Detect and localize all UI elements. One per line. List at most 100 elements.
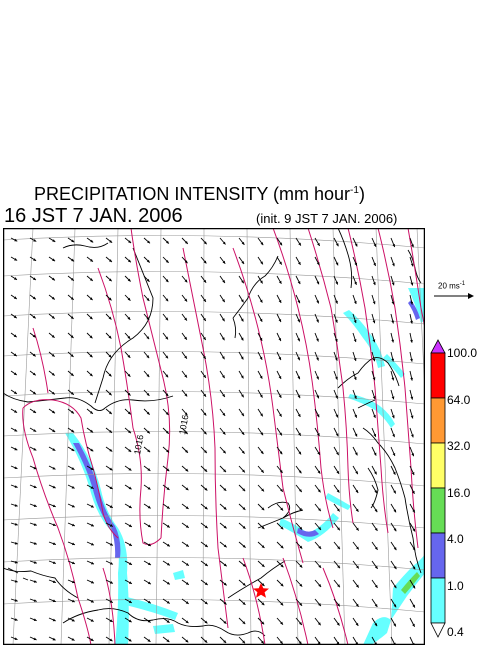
wind-arrow-head xyxy=(33,410,37,413)
wind-arrow-head xyxy=(318,603,321,607)
wind-arrow-head xyxy=(318,508,321,512)
wind-arrow-head xyxy=(354,452,358,456)
wind-arrow-head xyxy=(372,320,376,324)
wind-arrow-head xyxy=(222,299,225,303)
legend-color-box xyxy=(430,397,446,444)
wind-arrow-head xyxy=(316,376,319,380)
wind-arrow-head xyxy=(372,301,376,305)
wind-arrow-head xyxy=(108,278,112,282)
wind-arrow-head xyxy=(279,470,283,473)
wind-arrow-head xyxy=(70,354,74,357)
wind-arrow-head xyxy=(221,356,225,360)
wind-arrow-head xyxy=(316,433,320,437)
wind-arrow-head xyxy=(280,602,284,606)
wind-arrow-head xyxy=(51,391,55,395)
wind-arrow-head xyxy=(316,319,319,323)
wind-arrow-head xyxy=(184,431,188,435)
wind-arrow-head xyxy=(279,640,283,644)
wind-arrow-head xyxy=(128,467,132,471)
wind-arrow-head xyxy=(89,316,93,320)
wind-arrow-head xyxy=(373,452,377,456)
wind-arrow-head xyxy=(52,542,56,545)
wind-arrow-head xyxy=(185,449,188,453)
wind-arrow-head xyxy=(355,508,359,512)
wind-arrow-head xyxy=(13,277,17,280)
wind-arrow-head xyxy=(71,429,75,433)
wind-arrow-head xyxy=(356,546,359,550)
wind-arrow-head xyxy=(184,355,187,359)
wind-arrow-head xyxy=(33,258,37,261)
precip-color-legend xyxy=(430,339,446,638)
wind-arrow-head xyxy=(33,485,37,489)
wind-arrow-head xyxy=(146,430,150,434)
wind-arrow-head xyxy=(128,449,132,452)
wind-arrow-head xyxy=(165,412,169,415)
wind-arrow-head xyxy=(412,547,416,551)
wind-arrow-head xyxy=(90,542,94,546)
wind-arrow-head xyxy=(90,599,94,603)
wind-arrow-head xyxy=(297,338,300,342)
wind-arrow-head xyxy=(356,565,359,569)
wind-arrow-head xyxy=(223,506,227,510)
wind-arrow-head xyxy=(374,623,378,627)
wind-arrow-head xyxy=(374,490,377,494)
legend-color-box xyxy=(430,352,446,399)
wind-arrow-head xyxy=(280,507,284,511)
wind-arrow-head xyxy=(336,508,340,512)
wind-arrow-head xyxy=(184,260,188,264)
wind-arrow-head xyxy=(33,504,37,507)
wind-arrow-head xyxy=(109,561,113,565)
wind-arrow-head xyxy=(51,334,55,338)
wind-arrow-head xyxy=(13,296,17,299)
wind-arrow-head xyxy=(71,467,75,470)
wind-arrow-head xyxy=(353,358,357,362)
wind-arrow-head xyxy=(355,584,359,588)
wind-arrow-head xyxy=(335,433,339,437)
wind-arrow-head xyxy=(184,336,187,340)
wind-arrow-head xyxy=(90,486,94,489)
wind-arrow-head xyxy=(184,412,188,416)
wind-arrow-head xyxy=(128,240,132,243)
wind-arrow-head xyxy=(259,356,263,360)
wind-arrow-head xyxy=(279,261,282,265)
wind-arrow-head xyxy=(223,487,227,491)
wind-arrow-head xyxy=(297,376,301,380)
wind-arrow-head xyxy=(240,375,244,379)
wind-arrow-head xyxy=(204,601,208,605)
wind-arrow-head xyxy=(71,258,75,262)
legend-color-box xyxy=(430,487,446,534)
wind-arrow-head xyxy=(261,583,265,586)
wind-arrow-head xyxy=(279,451,283,455)
legend-label: 16.0 xyxy=(447,485,471,500)
legend-label: 4.0 xyxy=(447,532,464,546)
wind-arrow-head xyxy=(374,584,378,588)
wind-arrow-head xyxy=(184,393,188,397)
wind-arrow-head xyxy=(242,563,246,567)
wind-arrow-head xyxy=(298,242,301,246)
wind-arrow-head xyxy=(335,300,338,304)
wind-arrow-head xyxy=(393,547,397,551)
wind-arrow-head xyxy=(128,562,132,565)
wind-arrow-head xyxy=(353,377,357,380)
wind-arrow-head xyxy=(411,472,415,476)
wind-arrow-head xyxy=(14,447,18,451)
wind-arrow-head xyxy=(297,281,301,285)
wind-arrow-head xyxy=(71,504,75,508)
wind-arrow-head xyxy=(32,315,36,319)
wind-arrow-head xyxy=(335,281,338,285)
wind-arrow-head xyxy=(109,580,113,584)
wind-arrow-head xyxy=(334,338,338,342)
wind-arrow-head xyxy=(14,560,18,564)
wind-arrow-head xyxy=(240,299,244,303)
wind-arrow-head xyxy=(32,372,36,376)
wind-arrow-head xyxy=(90,429,94,433)
wind-arrow-head xyxy=(374,527,378,531)
wind-arrow-head xyxy=(166,524,170,528)
wind-arrow-head xyxy=(242,525,246,529)
wind-arrow-head xyxy=(355,622,359,626)
wind-arrow-head xyxy=(146,317,150,321)
wind-arrow-head xyxy=(278,299,282,303)
wind-arrow-head xyxy=(33,447,37,451)
wind-arrow-head xyxy=(127,259,131,263)
wind-arrow-head xyxy=(203,298,206,302)
